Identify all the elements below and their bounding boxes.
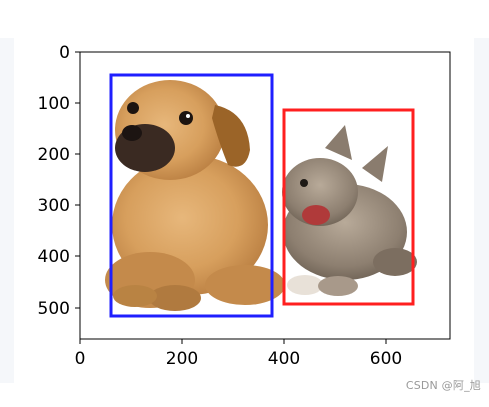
x-tick-label: 0	[75, 349, 86, 369]
dog-bounding-box	[109, 73, 274, 318]
cat-bounding-box	[282, 108, 415, 306]
y-tick-label: 400	[38, 247, 70, 267]
x-tick-label: 600	[370, 349, 402, 369]
y-tick-label: 300	[38, 196, 70, 216]
y-tick-label: 0	[59, 43, 70, 63]
y-tick-label: 200	[38, 145, 70, 165]
dog-cat-image	[80, 52, 450, 339]
y-tick-label: 100	[38, 94, 70, 114]
y-tick-label: 500	[38, 299, 70, 319]
x-tick-label: 200	[166, 349, 198, 369]
y-axis: 0 100 200 300 400 500	[38, 43, 80, 319]
axes-frame	[79, 51, 451, 340]
x-tick-label: 400	[268, 349, 300, 369]
csdn-watermark: CSDN @阿_旭	[405, 379, 481, 392]
x-axis: 0 200 400 600	[75, 339, 402, 369]
